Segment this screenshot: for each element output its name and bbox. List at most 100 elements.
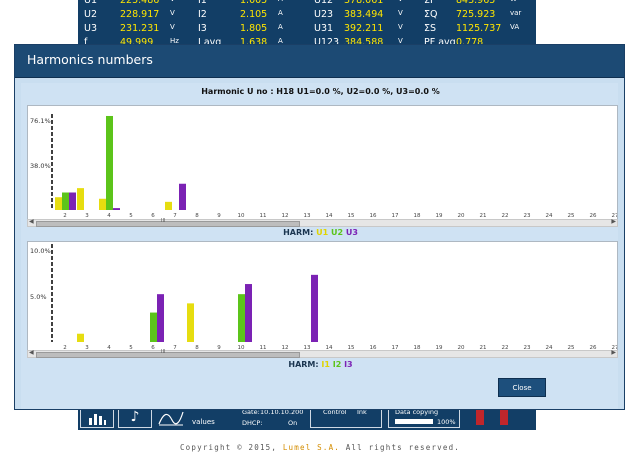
measurement-row: f 49.999 Hz I avg 1.638 A U123 384.588 V PF avg 0.… [78, 37, 536, 51]
measurement-unit: V [170, 9, 175, 17]
bar-u1-h3 [77, 188, 84, 210]
measurement-label: U2 [84, 9, 97, 20]
copy-progress-bar [395, 419, 433, 424]
status-indicator-icon [500, 409, 508, 425]
x-tick-label: 24 [546, 345, 553, 351]
x-tick-label: 19 [436, 213, 443, 219]
bottom-toolbar: ♪ values Gate: 10.10.10.200 DHCP: On Con… [78, 404, 536, 430]
bar-i1-h3 [77, 333, 84, 342]
measurement-label: U123 [314, 37, 340, 48]
measurement-unit: A [278, 23, 283, 31]
x-tick-label: 26 [590, 345, 597, 351]
bar-u2-h4 [106, 115, 113, 210]
x-tick-label: 21 [480, 345, 487, 351]
measurement-unit: V [398, 9, 403, 17]
scrollbar-grip: III [161, 349, 166, 355]
measurement-label: U12 [314, 0, 334, 6]
voltage-chart-scrollbar[interactable]: ◀ III ▶ [27, 218, 618, 227]
bar-u1-h4 [99, 198, 106, 210]
bar-i3-h13 [311, 274, 318, 342]
measurement-label: ΣS [424, 23, 437, 34]
x-tick-label: 15 [348, 345, 355, 351]
scroll-right-icon[interactable]: ▶ [611, 218, 616, 225]
bar-u3-h2 [69, 192, 76, 210]
data-copying-label: Data copying [395, 408, 439, 416]
measurement-label: PF avg [424, 37, 456, 48]
bar-u1-h7 [165, 201, 172, 210]
measurement-row: U1 225.486 V I1 1.005 A U12 378.061 V ΣP 843.965 W [78, 0, 536, 9]
bar-i2-h6 [150, 312, 157, 342]
measurement-value: 392.211 [344, 23, 384, 34]
voltage-harmonics-chart: 38.0%76.1%2 3 4 5 6 7 8 9 10 11 12 13 14 15 16 17 18 19 20… [30, 114, 619, 219]
measurement-label: I3 [198, 23, 207, 34]
x-tick-label: 27 [612, 213, 618, 219]
x-tick-label: 12 [282, 345, 289, 351]
bar-u3-h4 [113, 208, 120, 210]
bar-i3-h10 [245, 284, 252, 342]
measurement-unit: A [278, 37, 283, 45]
control-label: Control [323, 408, 347, 416]
dhcp-label: DHCP: [242, 419, 263, 427]
measurement-label: ΣP [424, 0, 436, 6]
x-tick-label: 20 [458, 213, 465, 219]
bar-i3-h6 [157, 294, 164, 342]
scroll-right-icon[interactable]: ▶ [611, 349, 616, 356]
copyright-footer: Copyright © 2015, Lumel S.A. All rights … [0, 443, 640, 452]
x-tick-label: 20 [458, 345, 465, 351]
measurement-unit: VA [510, 23, 520, 31]
x-tick-label: 8 [195, 345, 199, 351]
scrollbar-thumb[interactable]: III [36, 349, 300, 358]
legend-prefix: HARM: [283, 228, 314, 237]
voltage-chart-panel: 38.0% 76.1% 2 3 4 5 6 7 8 9 10 11 12 13 14 15 16 17 18 19 20… [27, 105, 619, 221]
x-tick-label: 8 [195, 213, 199, 219]
bar-i2-h10 [238, 294, 245, 342]
x-tick-label: 14 [326, 345, 333, 351]
x-tick-label: 25 [568, 213, 575, 219]
measurement-value: 1.805 [240, 23, 268, 34]
measurement-label: ΣQ [424, 9, 438, 20]
x-tick-label: 19 [436, 345, 443, 351]
bar-u1-h2 [55, 197, 62, 210]
scrollbar-grip: III [161, 218, 166, 224]
legend-i3: I3 [344, 360, 353, 369]
copyright-suffix: All rights reserved. [345, 443, 461, 452]
close-button[interactable]: Close [498, 378, 546, 397]
x-tick-label: 23 [524, 213, 531, 219]
current-chart-scrollbar[interactable]: ◀ III ▶ [27, 349, 618, 358]
measurement-unit: A [278, 0, 283, 3]
measurement-label: I2 [198, 9, 207, 20]
x-tick-label: 13 [304, 345, 311, 351]
x-tick-label: 2 [63, 345, 67, 351]
measurement-unit: V [398, 37, 403, 45]
measurement-label: U23 [314, 9, 334, 20]
dialog-title: Harmonics numbers [15, 45, 624, 78]
x-tick-label: 4 [107, 213, 111, 219]
x-tick-label: 21 [480, 213, 487, 219]
scrollbar-thumb[interactable]: III [36, 218, 300, 227]
x-tick-label: 15 [348, 213, 355, 219]
measurement-value: 725.923 [456, 9, 496, 20]
values-button[interactable]: values [156, 406, 216, 428]
x-tick-label: 23 [524, 345, 531, 351]
x-tick-label: 3 [85, 345, 89, 351]
x-tick-label: 17 [392, 213, 399, 219]
x-tick-label: 10 [238, 213, 245, 219]
copyright-brand[interactable]: Lumel S.A. [282, 443, 340, 452]
scroll-left-icon[interactable]: ◀ [29, 218, 34, 225]
measurement-unit: Hz [170, 37, 179, 45]
measurement-unit: V [170, 0, 175, 3]
current-harmonics-chart: 5.0%10.0%2 3 4 5 6 7 8 9 10 11 12 13 14 15 16 17 18 19 20 2… [30, 244, 619, 351]
x-tick-label: 6 [151, 213, 155, 219]
bar-u2-h2 [62, 192, 69, 210]
measurement-value: 383.494 [344, 9, 384, 20]
measurement-value: 225.486 [120, 0, 160, 6]
x-tick-label: 27 [612, 345, 618, 351]
x-tick-label: 11 [260, 213, 267, 219]
measurement-value: 228.917 [120, 9, 160, 20]
x-tick-label: 9 [217, 345, 221, 351]
measurement-label: U3 [84, 23, 97, 34]
scroll-left-icon[interactable]: ◀ [29, 349, 34, 356]
x-tick-label: 22 [502, 345, 509, 351]
y-tick-label: 10.0% [30, 247, 51, 255]
y-tick-label: 76.1% [30, 117, 51, 125]
